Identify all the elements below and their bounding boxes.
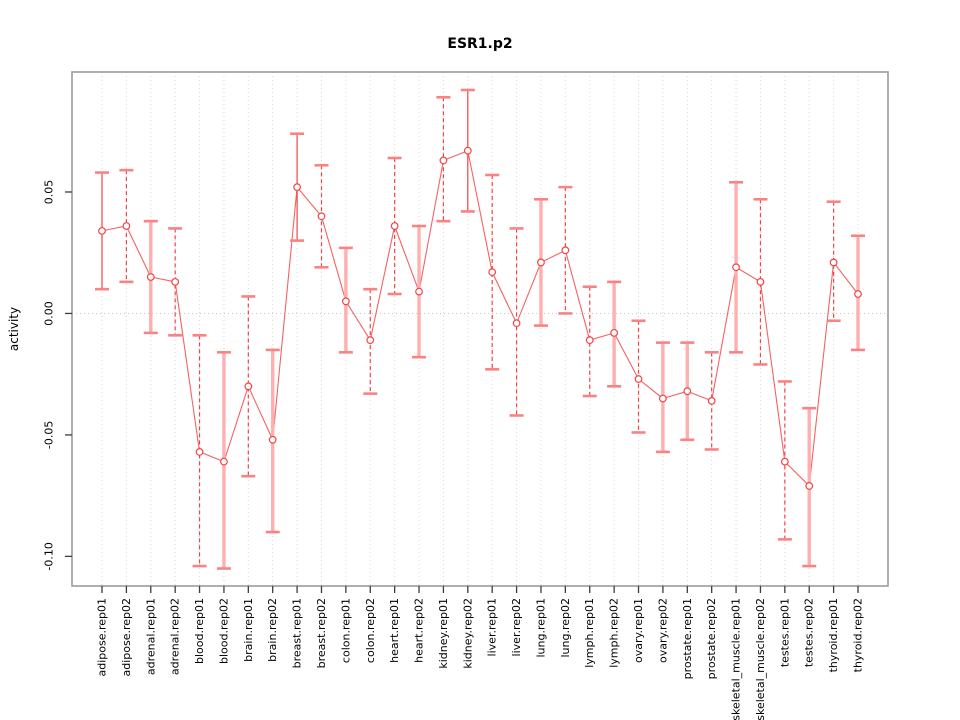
x-tick-label: adrenal.rep02 (169, 598, 182, 675)
x-tick-label: lung.rep02 (559, 598, 572, 658)
x-tick-label: testes.rep01 (778, 598, 791, 667)
data-point (537, 258, 545, 267)
data-point (390, 222, 399, 230)
x-tick-label: adipose.rep02 (120, 598, 133, 677)
x-tick-label: kidney.rep01 (437, 598, 450, 669)
x-tick-label: brain.rep02 (266, 598, 279, 662)
data-point (780, 457, 789, 466)
data-point (829, 258, 838, 267)
data-point (366, 336, 375, 345)
x-tick-label: blood.rep02 (217, 598, 230, 664)
x-tick-label: lung.rep01 (534, 598, 547, 658)
x-tick-label: testes.rep02 (803, 598, 816, 667)
x-tick-label: skeletal_muscle.rep01 (730, 598, 743, 720)
x-tick-label: colon.rep02 (364, 598, 377, 663)
x-tick-label: skeletal_muscle.rep02 (754, 598, 767, 720)
x-tick-label: liver.rep01 (486, 598, 499, 656)
data-point (415, 287, 423, 296)
data-point (707, 397, 716, 405)
x-tick-label: kidney.rep02 (461, 598, 474, 669)
data-point (512, 319, 521, 328)
data-point (146, 273, 155, 281)
x-tick-label: prostate.rep02 (705, 598, 718, 679)
x-tick-label: thyroid.rep02 (852, 598, 865, 672)
data-point (756, 277, 765, 286)
data-point (634, 375, 643, 383)
data-point (122, 222, 131, 230)
data-point (659, 394, 667, 403)
data-point (463, 146, 472, 155)
y-tick-label: 0.00 (43, 301, 56, 326)
data-point (220, 457, 228, 466)
data-point (561, 246, 570, 255)
x-tick-label: liver.rep02 (510, 598, 523, 656)
chart-title: ESR1.p2 (447, 36, 513, 52)
x-tick-label: breast.rep02 (315, 598, 328, 668)
data-point (268, 435, 277, 444)
data-point (171, 277, 180, 286)
x-tick-label: adrenal.rep01 (144, 598, 157, 675)
data-point (98, 226, 106, 235)
data-point (439, 156, 448, 165)
y-tick-label: -0.05 (43, 421, 56, 449)
y-tick-label: 0.05 (43, 180, 56, 205)
data-point (317, 212, 326, 221)
plot-frame (71, 71, 889, 587)
series-line (101, 149, 859, 488)
x-tick-label: heart.rep01 (388, 598, 401, 663)
x-tick-label: colon.rep01 (339, 598, 352, 663)
x-tick-label: thyroid.rep01 (827, 598, 840, 672)
data-point (610, 328, 619, 337)
x-tick-label: heart.rep02 (413, 598, 426, 663)
x-tick-label: ovary.rep01 (632, 598, 645, 663)
data-point (585, 336, 594, 345)
x-tick-label: ovary.rep02 (656, 598, 669, 663)
data-point (683, 387, 692, 396)
x-tick-label: lymph.rep02 (608, 598, 621, 668)
x-tick-label: blood.rep01 (193, 598, 206, 664)
data-point (732, 263, 740, 272)
data-point (244, 382, 253, 391)
x-tick-label: lymph.rep01 (583, 598, 596, 668)
data-point (488, 268, 497, 277)
data-point (293, 183, 301, 192)
data-point (341, 297, 350, 306)
x-tick-label: adipose.rep01 (96, 598, 109, 677)
y-tick-label: -0.10 (43, 542, 56, 570)
x-tick-label: breast.rep01 (291, 598, 304, 668)
x-tick-label: brain.rep01 (242, 598, 255, 662)
data-point (805, 482, 814, 490)
data-point (854, 290, 862, 298)
x-tick-label: prostate.rep01 (681, 598, 694, 679)
data-point (195, 448, 204, 456)
